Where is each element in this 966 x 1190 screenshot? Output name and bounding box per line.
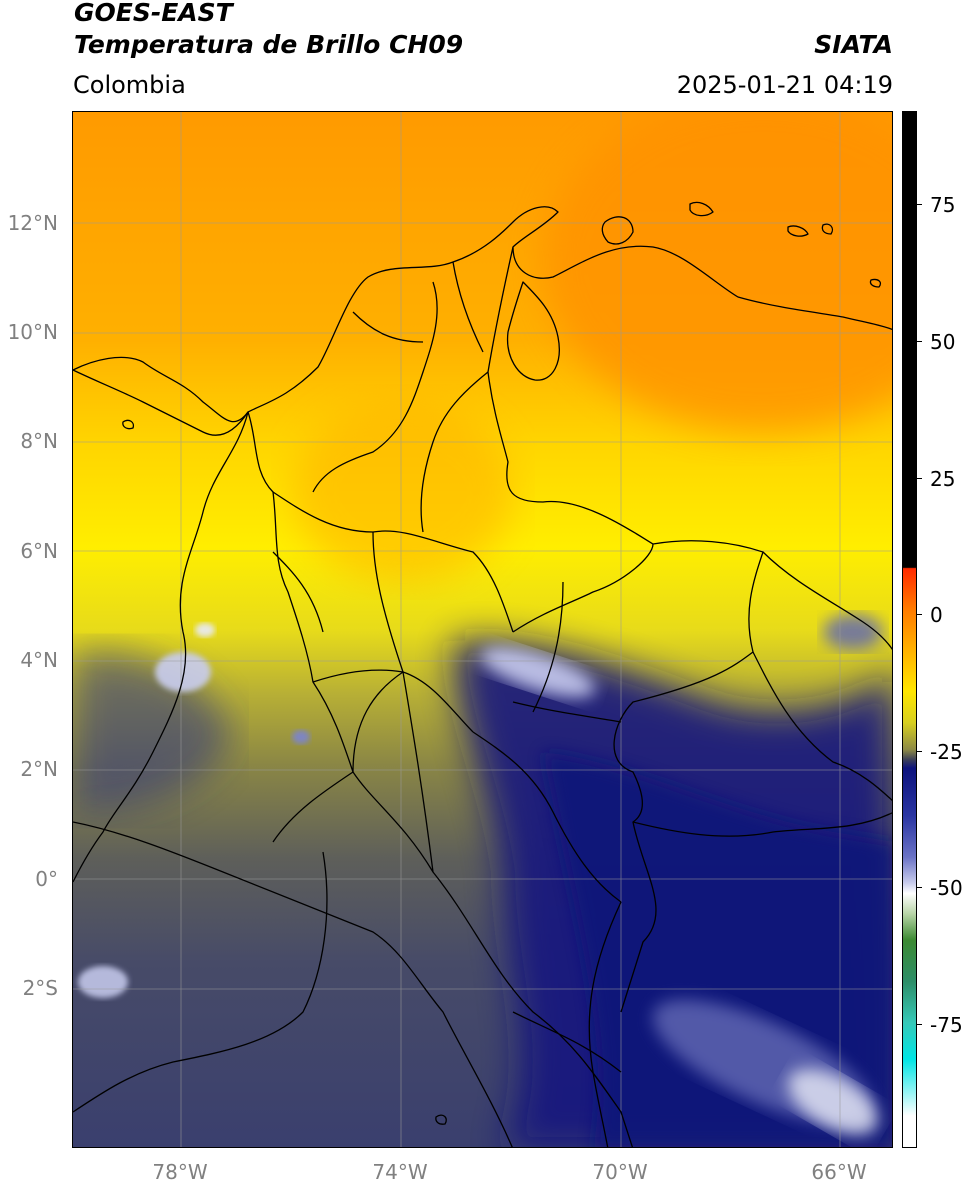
borders [73, 201, 892, 1147]
temperature-colorbar [902, 111, 917, 1148]
satellite-map[interactable] [72, 111, 893, 1148]
colorbar-tick [916, 751, 922, 752]
lat-label-2s: 2°S [22, 976, 58, 1000]
product-title: Temperatura de Brillo CH09 [74, 30, 464, 59]
lat-label-4n: 4°N [20, 648, 58, 672]
lon-label-74w: 74°W [372, 1160, 428, 1184]
colorbar-tick [916, 478, 922, 479]
timestamp-label: 2025-01-21 04:19 [676, 71, 893, 99]
region-label: Colombia [73, 71, 186, 99]
colorbar-label-minus50: -50 [930, 876, 963, 900]
colorbar-tick [916, 614, 922, 615]
colorbar-tick [916, 341, 922, 342]
colorbar-tick [916, 887, 922, 888]
lat-label-2n: 2°N [20, 757, 58, 781]
colorbar-label-minus25: -25 [930, 740, 963, 764]
map-graphic [73, 112, 892, 1147]
colorbar-tick [916, 1024, 922, 1025]
lon-label-66w: 66°W [811, 1160, 867, 1184]
lat-label-8n: 8°N [20, 429, 58, 453]
organization-label: SIATA [814, 30, 893, 59]
lat-label-12n: 12°N [7, 211, 58, 235]
colorbar-label-75: 75 [930, 193, 956, 217]
colorbar-label-0: 0 [930, 603, 943, 627]
colorbar-tick [916, 204, 922, 205]
lon-label-78w: 78°W [152, 1160, 208, 1184]
satellite-title: GOES-EAST [74, 0, 233, 27]
lat-label-10n: 10°N [7, 320, 58, 344]
colorbar-label-25: 25 [930, 467, 956, 491]
lat-label-0: 0° [35, 867, 58, 891]
lon-label-70w: 70°W [592, 1160, 648, 1184]
lat-label-6n: 6°N [20, 539, 58, 563]
colorbar-label-minus75: -75 [930, 1013, 963, 1037]
colorbar-label-50: 50 [930, 330, 956, 354]
